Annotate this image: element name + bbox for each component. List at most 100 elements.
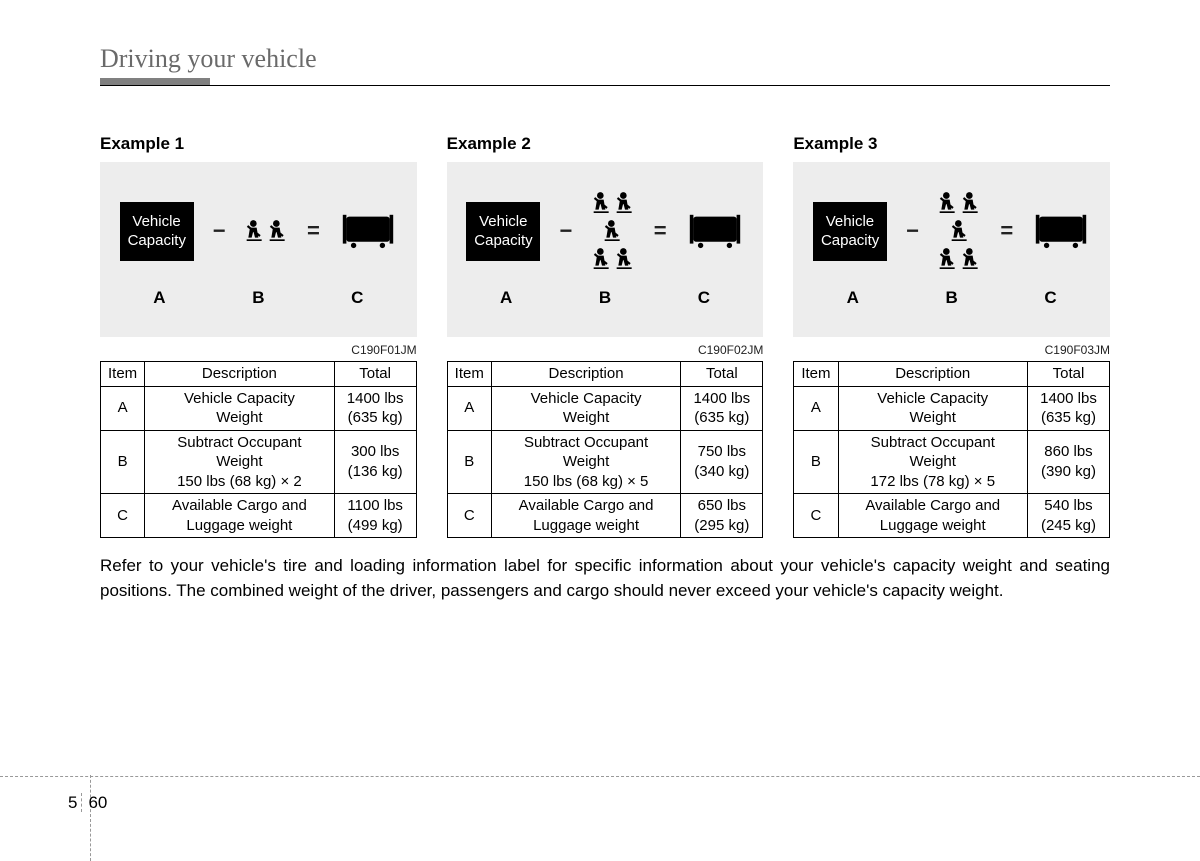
- footer-note: Refer to your vehicle's tire and loading…: [100, 554, 1110, 603]
- diagram-equation: VehicleCapacity − =: [110, 176, 407, 286]
- table-row: CAvailable Cargo andLuggage weight650 lb…: [447, 494, 763, 538]
- table-cell-item: A: [101, 386, 145, 430]
- minus-op: −: [213, 218, 226, 244]
- table-cell-total: 1400 lbs(635 kg): [1027, 386, 1109, 430]
- table-row: AVehicle CapacityWeight1400 lbs(635 kg): [447, 386, 763, 430]
- person-icon: [938, 247, 958, 271]
- minus-op: −: [559, 218, 572, 244]
- vehicle-capacity-box: VehicleCapacity: [120, 202, 194, 261]
- vehicle-capacity-box: VehicleCapacity: [813, 202, 887, 261]
- passengers-row: [592, 247, 635, 271]
- footer-dash-vertical: [90, 775, 91, 861]
- person-icon: [961, 247, 981, 271]
- label-a: A: [153, 288, 165, 308]
- equals-op: =: [654, 218, 667, 244]
- page-content: Driving your vehicle Example 1 VehicleCa…: [0, 0, 1200, 603]
- table-cell-desc: Available Cargo andLuggage weight: [491, 494, 680, 538]
- passengers-group: [592, 191, 635, 271]
- table-cell-total: 540 lbs(245 kg): [1027, 494, 1109, 538]
- person-icon: [268, 219, 288, 243]
- weight-table: ItemDescriptionTotalAVehicle CapacityWei…: [100, 361, 417, 538]
- cargo-icon: [1032, 213, 1090, 249]
- table-row: BSubtract OccupantWeight150 lbs (68 kg) …: [101, 430, 417, 494]
- table-header: Description: [491, 362, 680, 387]
- table-row: CAvailable Cargo andLuggage weight540 lb…: [794, 494, 1110, 538]
- person-icon: [592, 247, 612, 271]
- example-block: Example 1 VehicleCapacity − = A B C C190…: [100, 134, 417, 538]
- passengers-row: [245, 219, 288, 243]
- table-cell-desc: Vehicle CapacityWeight: [145, 386, 334, 430]
- table-cell-desc: Available Cargo andLuggage weight: [838, 494, 1027, 538]
- passengers-row: [938, 247, 981, 271]
- image-code: C190F02JM: [447, 343, 764, 357]
- equals-op: =: [307, 218, 320, 244]
- title-underline: [100, 78, 210, 86]
- table-cell-desc: Subtract OccupantWeight150 lbs (68 kg) ×…: [491, 430, 680, 494]
- table-cell-desc: Vehicle CapacityWeight: [491, 386, 680, 430]
- table-cell-item: C: [101, 494, 145, 538]
- table-cell-desc: Subtract OccupantWeight150 lbs (68 kg) ×…: [145, 430, 334, 494]
- page-footer-rule: [0, 776, 1200, 777]
- table-cell-item: C: [794, 494, 838, 538]
- table-header: Total: [1027, 362, 1109, 387]
- table-cell-total: 650 lbs(295 kg): [681, 494, 763, 538]
- label-b: B: [252, 288, 264, 308]
- person-icon: [938, 191, 958, 215]
- vehicle-capacity-box: VehicleCapacity: [466, 202, 540, 261]
- label-c: C: [351, 288, 363, 308]
- table-header: Item: [794, 362, 838, 387]
- table-cell-total: 300 lbs(136 kg): [334, 430, 416, 494]
- table-row: BSubtract OccupantWeight150 lbs (68 kg) …: [447, 430, 763, 494]
- label-a: A: [500, 288, 512, 308]
- passengers-row: [592, 191, 635, 215]
- table-cell-desc: Vehicle CapacityWeight: [838, 386, 1027, 430]
- table-row: AVehicle CapacityWeight1400 lbs(635 kg): [794, 386, 1110, 430]
- table-cell-item: A: [794, 386, 838, 430]
- table-cell-total: 1400 lbs(635 kg): [681, 386, 763, 430]
- image-code: C190F01JM: [100, 343, 417, 357]
- table-row: AVehicle CapacityWeight1400 lbs(635 kg): [101, 386, 417, 430]
- page-number-page: 60: [81, 793, 107, 812]
- table-cell-item: B: [447, 430, 491, 494]
- table-cell-total: 860 lbs(390 kg): [1027, 430, 1109, 494]
- cargo-icon: [339, 213, 397, 249]
- table-cell-total: 1400 lbs(635 kg): [334, 386, 416, 430]
- diagram-equation: VehicleCapacity − =: [457, 176, 754, 286]
- example-title: Example 2: [447, 134, 764, 154]
- weight-table: ItemDescriptionTotalAVehicle CapacityWei…: [447, 361, 764, 538]
- passengers-group: [938, 191, 981, 271]
- table-header: Total: [681, 362, 763, 387]
- passengers-row: [938, 191, 981, 215]
- cargo-icon: [686, 213, 744, 249]
- table-header: Item: [101, 362, 145, 387]
- table-cell-total: 750 lbs(340 kg): [681, 430, 763, 494]
- table-cell-desc: Subtract OccupantWeight172 lbs (78 kg) ×…: [838, 430, 1027, 494]
- table-cell-total: 1100 lbs(499 kg): [334, 494, 416, 538]
- diagram: VehicleCapacity − = A B C: [447, 162, 764, 337]
- person-icon: [592, 191, 612, 215]
- passengers-row: [603, 219, 623, 243]
- diagram-equation: VehicleCapacity − =: [803, 176, 1100, 286]
- table-cell-item: B: [101, 430, 145, 494]
- label-b: B: [599, 288, 611, 308]
- minus-op: −: [906, 218, 919, 244]
- label-c: C: [698, 288, 710, 308]
- person-icon: [245, 219, 265, 243]
- abc-labels: A B C: [457, 288, 754, 308]
- section-title: Driving your vehicle: [100, 44, 1110, 74]
- table-cell-item: B: [794, 430, 838, 494]
- image-code: C190F03JM: [793, 343, 1110, 357]
- table-row: BSubtract OccupantWeight172 lbs (78 kg) …: [794, 430, 1110, 494]
- abc-labels: A B C: [803, 288, 1100, 308]
- page-number: 560: [68, 793, 111, 813]
- person-icon: [961, 191, 981, 215]
- table-cell-desc: Available Cargo andLuggage weight: [145, 494, 334, 538]
- example-title: Example 3: [793, 134, 1110, 154]
- person-icon: [950, 219, 970, 243]
- passengers-row: [950, 219, 970, 243]
- table-header: Description: [145, 362, 334, 387]
- label-b: B: [946, 288, 958, 308]
- example-block: Example 2 VehicleCapacity − = A B C C190…: [447, 134, 764, 538]
- table-header: Description: [838, 362, 1027, 387]
- diagram: VehicleCapacity − = A B C: [100, 162, 417, 337]
